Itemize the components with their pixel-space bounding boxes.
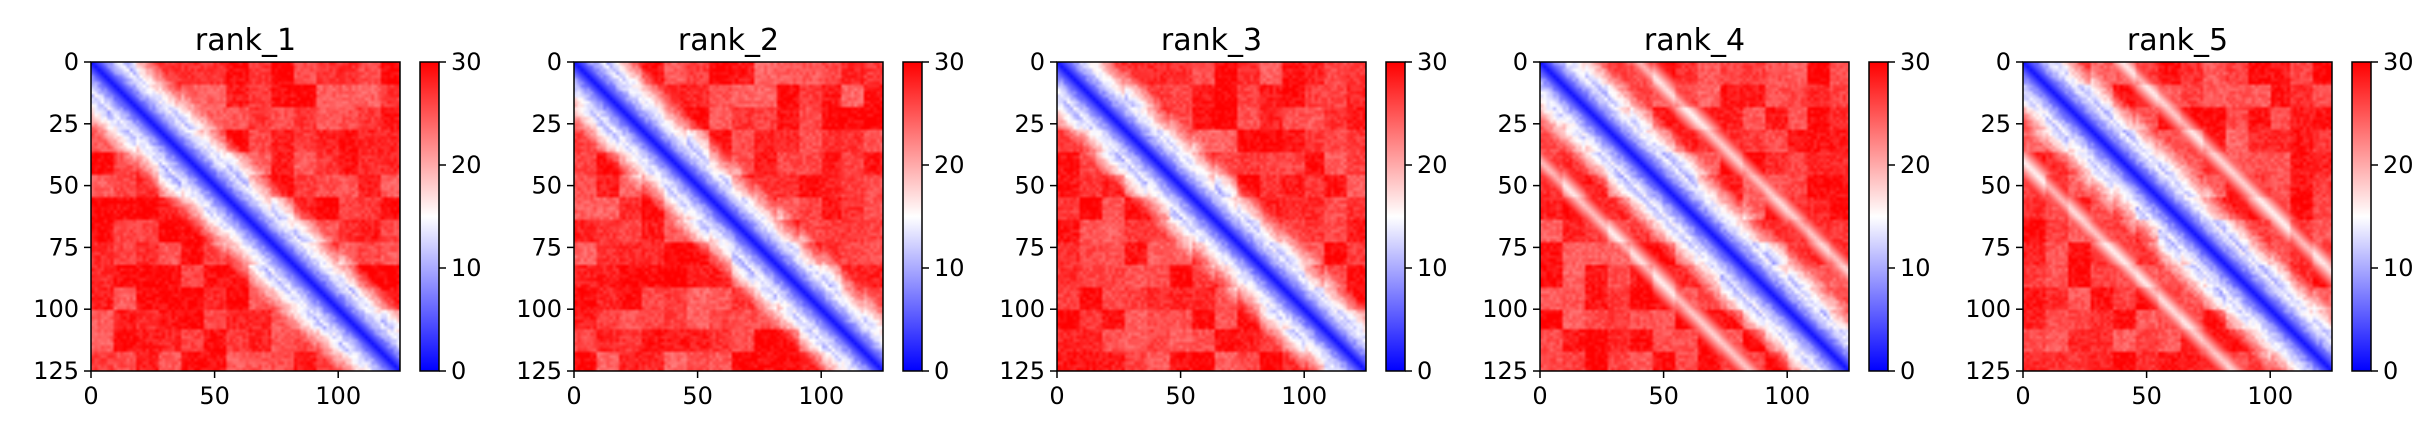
panel-title: rank_5	[2127, 23, 2228, 58]
x-tick-label: 0	[2015, 382, 2030, 410]
y-tick-label: 25	[1014, 110, 1045, 138]
y-tick-label: 125	[516, 357, 562, 385]
y-tick-label: 75	[1980, 233, 2011, 261]
colorbar	[903, 62, 922, 371]
colorbar-tick-label: 20	[1417, 151, 1448, 179]
colorbar-frame	[902, 61, 923, 372]
axes-frame	[2022, 61, 2333, 372]
colorbar-tick-label: 0	[2383, 357, 2398, 385]
y-tick-label: 25	[1980, 110, 2011, 138]
y-tick-label: 50	[1014, 172, 1045, 200]
panel-title: rank_1	[195, 23, 296, 58]
colorbar-tick-label: 10	[451, 254, 482, 282]
x-tick-label: 0	[566, 382, 581, 410]
y-tick-label: 100	[516, 295, 562, 323]
colorbar-tick-label: 10	[1417, 254, 1448, 282]
y-tick-label: 75	[531, 233, 562, 261]
x-tick-label: 0	[1532, 382, 1547, 410]
heatmap-image	[91, 62, 400, 371]
y-tick-label: 75	[1497, 233, 1528, 261]
y-tick-label: 0	[1030, 48, 1045, 76]
heatmap-image	[574, 62, 883, 371]
panel-title: rank_4	[1644, 23, 1745, 58]
y-tick-label: 125	[1482, 357, 1528, 385]
colorbar	[2352, 62, 2371, 371]
y-tick-label: 125	[1965, 357, 2011, 385]
colorbar-tick-label: 20	[934, 151, 965, 179]
y-tick-label: 0	[64, 48, 79, 76]
x-tick-label: 50	[2131, 382, 2162, 410]
colorbar-tick-label: 30	[1900, 48, 1931, 76]
x-tick-label: 50	[1165, 382, 1196, 410]
y-tick-label: 75	[48, 233, 79, 261]
panel-title: rank_2	[678, 23, 779, 58]
colorbar-tick-label: 20	[1900, 151, 1931, 179]
colorbar-tick-label: 30	[2383, 48, 2414, 76]
y-tick-label: 125	[33, 357, 79, 385]
colorbar-tick-label: 10	[2383, 254, 2414, 282]
x-tick-label: 50	[1648, 382, 1679, 410]
axes-frame	[1056, 61, 1367, 372]
y-tick-label: 25	[1497, 110, 1528, 138]
x-tick-label: 0	[1049, 382, 1064, 410]
axes-frame	[573, 61, 884, 372]
y-tick-label: 125	[999, 357, 1045, 385]
colorbar-frame	[2351, 61, 2372, 372]
colorbar-tick-label: 30	[934, 48, 965, 76]
colorbar-tick-label: 0	[451, 357, 466, 385]
heatmap-image	[1057, 62, 1366, 371]
x-tick-label: 0	[83, 382, 98, 410]
colorbar-tick-label: 30	[1417, 48, 1448, 76]
x-tick-label: 100	[798, 382, 844, 410]
y-tick-label: 50	[48, 172, 79, 200]
colorbar	[1386, 62, 1405, 371]
colorbar-frame	[1868, 61, 1889, 372]
y-tick-label: 75	[1014, 233, 1045, 261]
heatmap-image	[2023, 62, 2332, 371]
colorbar-tick-label: 10	[934, 254, 965, 282]
heatmap-image	[1540, 62, 1849, 371]
colorbar-tick-label: 20	[2383, 151, 2414, 179]
panel-title: rank_3	[1161, 23, 1262, 58]
x-tick-label: 100	[2247, 382, 2293, 410]
y-tick-label: 100	[1482, 295, 1528, 323]
axes-frame	[90, 61, 401, 372]
colorbar-frame	[419, 61, 440, 372]
colorbar-tick-label: 30	[451, 48, 482, 76]
colorbar	[1869, 62, 1888, 371]
y-tick-label: 0	[1513, 48, 1528, 76]
x-tick-label: 100	[1764, 382, 1810, 410]
y-tick-label: 100	[999, 295, 1045, 323]
x-tick-label: 50	[682, 382, 713, 410]
x-tick-label: 100	[1281, 382, 1327, 410]
y-tick-label: 0	[1996, 48, 2011, 76]
y-tick-label: 50	[1980, 172, 2011, 200]
y-tick-label: 50	[531, 172, 562, 200]
colorbar-frame	[1385, 61, 1406, 372]
y-tick-label: 100	[1965, 295, 2011, 323]
colorbar-tick-label: 20	[451, 151, 482, 179]
colorbar-tick-label: 0	[934, 357, 949, 385]
colorbar-tick-label: 0	[1900, 357, 1915, 385]
y-tick-label: 100	[33, 295, 79, 323]
colorbar-tick-label: 0	[1417, 357, 1432, 385]
y-tick-label: 50	[1497, 172, 1528, 200]
colorbar	[420, 62, 439, 371]
colorbar-tick-label: 10	[1900, 254, 1931, 282]
axes-frame	[1539, 61, 1850, 372]
y-tick-label: 25	[531, 110, 562, 138]
x-tick-label: 50	[199, 382, 230, 410]
y-tick-label: 25	[48, 110, 79, 138]
y-tick-label: 0	[547, 48, 562, 76]
x-tick-label: 100	[315, 382, 361, 410]
